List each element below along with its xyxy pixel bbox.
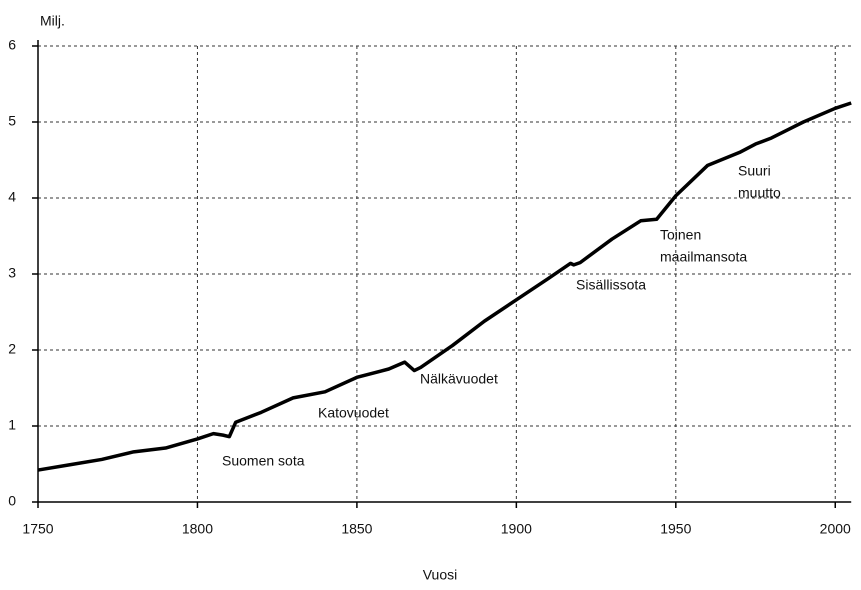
y-tick-label: 6 (8, 37, 16, 53)
annotation: Nälkävuodet (420, 371, 498, 387)
annotation: Sisällissota (576, 277, 646, 293)
annotation: Katovuodet (318, 405, 389, 421)
x-tick-label: 1950 (660, 521, 691, 537)
y-axis-label: Milj. (40, 13, 65, 29)
x-tick-label: 1900 (501, 521, 532, 537)
x-tick-label: 1850 (341, 521, 372, 537)
population-line (37, 101, 852, 472)
x-axis-label: Vuosi (423, 567, 458, 583)
y-tick-label: 4 (8, 189, 16, 205)
y-tick-label: 3 (8, 265, 16, 281)
x-tick-label: 1750 (22, 521, 53, 537)
y-tick-label: 2 (8, 341, 16, 357)
annotation: muutto (738, 185, 781, 201)
y-tick-label: 1 (8, 417, 16, 433)
x-tick-label: 2000 (820, 521, 851, 537)
y-tick-label: 5 (8, 113, 16, 129)
annotation: Toinen (660, 227, 701, 243)
annotation: Suomen sota (222, 453, 305, 469)
x-tick-label: 1800 (182, 521, 213, 537)
annotation: Suuri (738, 163, 771, 179)
annotation: maailmansota (660, 249, 747, 265)
y-tick-label: 0 (8, 493, 16, 509)
